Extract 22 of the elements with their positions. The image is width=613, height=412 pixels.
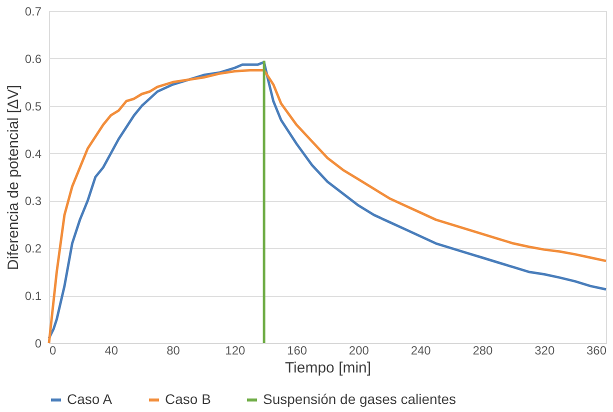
x-tick-label: 200 [348, 344, 370, 358]
y-tick-label: 0.6 [24, 52, 42, 66]
legend-label: Caso A [67, 391, 113, 407]
x-tick-label: 360 [586, 344, 607, 358]
x-tick-label: 0 [50, 344, 56, 358]
x-tick-label: 40 [104, 344, 118, 358]
x-tick-label: 320 [534, 344, 555, 358]
y-axis-title: Diferencia de potencial [ΔV] [4, 84, 22, 270]
x-axis-title: Tiempo [min] [284, 360, 372, 376]
x-tick-label: 240 [410, 344, 432, 358]
x-tick-label: 280 [472, 344, 494, 358]
legend-label: Suspensión de gases calientes [263, 391, 456, 407]
legend-label: Caso B [165, 391, 211, 407]
x-tick-label: 160 [287, 344, 308, 358]
x-tick-label: 80 [166, 344, 180, 358]
y-tick-label: 0.1 [24, 289, 42, 304]
x-tick-label: 120 [225, 344, 246, 358]
y-tick-label: 0.2 [24, 242, 42, 256]
y-tick-label: 0.5 [24, 99, 42, 114]
y-tick-label: 0.4 [24, 146, 42, 161]
y-tick-label: 0.7 [24, 4, 42, 18]
y-tick-label: 0.3 [24, 194, 42, 208]
